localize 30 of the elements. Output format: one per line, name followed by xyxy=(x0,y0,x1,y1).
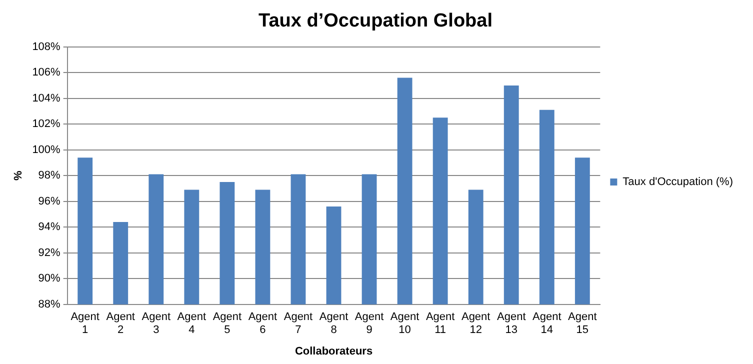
y-axis-title: % xyxy=(12,170,25,180)
chart-title: Taux d’Occupation Global xyxy=(258,10,493,32)
x-tick-label: Agent 9 xyxy=(354,311,384,336)
y-tick-label: 96% xyxy=(38,195,61,208)
x-tick-label: Agent 8 xyxy=(319,311,348,336)
y-tick-label: 104% xyxy=(32,92,61,104)
y-tick-label: 108% xyxy=(32,40,61,53)
x-tick-label: Agent 1 xyxy=(70,311,100,336)
x-tick-label: Agent 13 xyxy=(497,311,526,336)
x-tick-label: Agent 15 xyxy=(568,311,597,336)
legend-label: Taux d'Occupation (%) xyxy=(622,176,734,188)
y-tick-label: 102% xyxy=(32,118,61,130)
x-tick-label: Agent 11 xyxy=(426,311,455,336)
y-tick-label: 98% xyxy=(38,170,61,182)
x-tick-label: Agent 5 xyxy=(212,311,242,336)
x-tick-label: Agent 12 xyxy=(461,311,490,336)
y-tick-label: 106% xyxy=(32,66,61,79)
y-tick-label: 92% xyxy=(38,246,61,259)
y-tick-label: 100% xyxy=(32,144,61,156)
x-tick-label: Agent 7 xyxy=(284,311,313,336)
x-axis-title: Collaborateurs xyxy=(294,345,373,358)
x-tick-label: Agent 2 xyxy=(106,311,135,336)
x-tick-label: Agent 4 xyxy=(177,311,206,336)
y-tick-label: 90% xyxy=(38,272,61,285)
x-tick-label: Agent 10 xyxy=(390,311,420,336)
x-tick-label: Agent 6 xyxy=(248,311,278,336)
y-tick-label: 88% xyxy=(38,298,61,310)
x-tick-label: Agent 14 xyxy=(532,311,562,336)
y-tick-label: 94% xyxy=(38,221,61,234)
x-tick-label: Agent 3 xyxy=(142,311,171,336)
